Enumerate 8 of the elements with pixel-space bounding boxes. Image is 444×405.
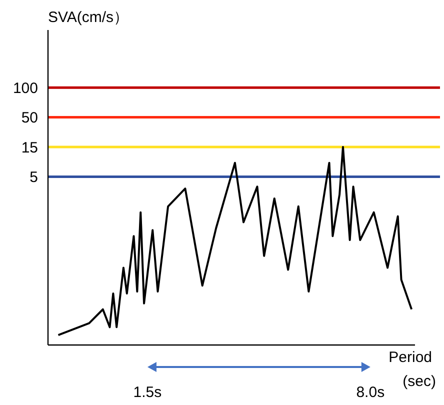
text: 15 — [21, 139, 38, 156]
x-tick-label: 8.0s — [356, 384, 385, 401]
text: SVA(cm/s） — [48, 9, 129, 26]
text: 50 — [21, 110, 38, 127]
x-axis-title: Period (sec) — [388, 349, 436, 390]
text: 5 — [30, 168, 38, 186]
x-tick-label: 1.5s — [133, 384, 162, 401]
text: 100 — [12, 80, 38, 97]
